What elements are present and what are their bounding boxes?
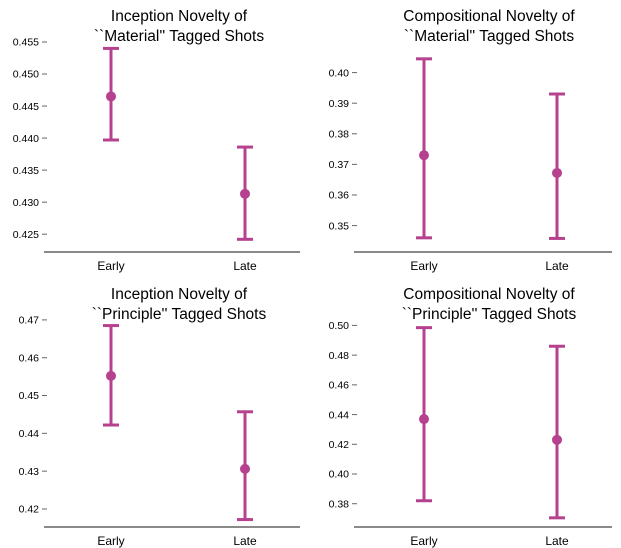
mean-point-late [552, 434, 562, 445]
x-tick-label: Early [410, 534, 437, 548]
y-tick-label: 0.36 [329, 190, 350, 202]
panel-title-line-2: ``Material'' Tagged Shots [404, 28, 574, 45]
y-tick-label: 0.40 [329, 67, 350, 79]
panel-compositional-principle: Compositional Novelty of ``Principle'' T… [329, 286, 612, 548]
panel-title-line-2: ``Material'' Tagged Shots [94, 28, 264, 45]
y-tick-label: 0.46 [329, 380, 350, 392]
panel-title-line-1: Compositional Novelty of [403, 286, 575, 303]
y-tick-label: 0.445 [13, 101, 39, 113]
panel-inception-principle: Inception Novelty of ``Principle'' Tagge… [19, 286, 300, 548]
y-tick-label: 0.39 [329, 98, 350, 110]
y-tick-label: 0.430 [13, 197, 39, 209]
y-tick-label: 0.44 [329, 409, 350, 421]
x-tick-label: Early [97, 259, 124, 273]
y-tick-label: 0.44 [19, 428, 40, 440]
y-tick-label: 0.42 [329, 439, 350, 451]
panel-compositional-material: Compositional Novelty of ``Material'' Ta… [329, 8, 612, 273]
y-tick-label: 0.46 [19, 352, 40, 364]
mean-point-early [106, 370, 116, 381]
mean-point-late [240, 463, 250, 474]
y-tick-label: 0.450 [13, 69, 39, 81]
y-tick-label: 0.48 [329, 350, 350, 362]
x-tick-label: Early [410, 259, 437, 273]
y-tick-label: 0.42 [19, 504, 40, 516]
mean-point-late [552, 167, 562, 178]
panel-title-line-2: ``Principle'' Tagged Shots [402, 306, 577, 323]
panel-title-line-2: ``Principle'' Tagged Shots [92, 306, 267, 323]
y-tick-label: 0.435 [13, 165, 39, 177]
y-tick-label: 0.455 [13, 37, 39, 49]
y-tick-label: 0.38 [329, 498, 350, 510]
x-tick-label: Late [233, 259, 257, 273]
x-tick-label: Early [97, 534, 124, 548]
mean-point-early [419, 150, 429, 161]
y-tick-label: 0.50 [329, 320, 350, 332]
x-tick-label: Late [545, 534, 569, 548]
y-tick-label: 0.37 [329, 159, 350, 171]
mean-point-late [240, 188, 250, 199]
y-tick-label: 0.38 [329, 128, 350, 140]
x-tick-label: Late [233, 534, 257, 548]
y-tick-label: 0.40 [329, 469, 350, 481]
y-tick-label: 0.35 [329, 220, 350, 232]
panel-title-line-1: Compositional Novelty of [403, 8, 575, 25]
y-tick-label: 0.47 [19, 315, 40, 327]
y-tick-label: 0.45 [19, 390, 40, 402]
mean-point-early [419, 414, 429, 425]
panel-title-line-1: Inception Novelty of [111, 286, 248, 303]
y-tick-label: 0.43 [19, 466, 40, 478]
panel-inception-material: Inception Novelty of ``Material'' Tagged… [13, 8, 300, 273]
x-tick-label: Late [545, 259, 569, 273]
panel-title-line-1: Inception Novelty of [111, 8, 248, 25]
y-tick-label: 0.425 [13, 229, 39, 241]
mean-point-early [106, 91, 116, 102]
y-tick-label: 0.440 [13, 133, 39, 145]
